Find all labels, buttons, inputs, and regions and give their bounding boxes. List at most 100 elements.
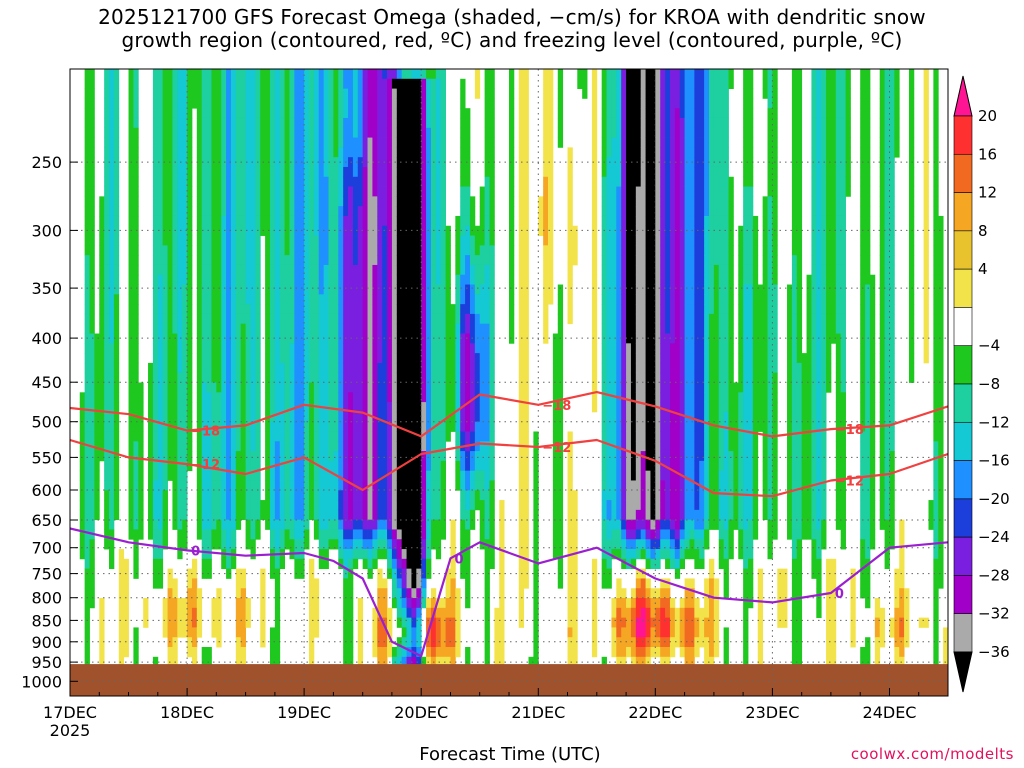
omega-cell <box>377 255 383 266</box>
omega-cell <box>138 451 144 462</box>
omega-cell <box>396 441 403 452</box>
omega-cell <box>372 78 378 89</box>
omega-cell <box>113 460 120 472</box>
omega-cell <box>479 470 486 481</box>
omega-cell <box>533 509 539 521</box>
omega-cell <box>196 313 203 325</box>
omega-cell <box>401 627 407 638</box>
omega-cell <box>284 206 290 217</box>
omega-cell <box>411 451 417 462</box>
omega-cell <box>440 264 446 276</box>
omega-cell <box>367 196 373 207</box>
omega-cell <box>626 617 632 628</box>
omega-cell <box>113 421 120 432</box>
omega-cell <box>201 255 207 266</box>
omega-cell <box>148 480 154 491</box>
omega-cell <box>284 264 290 276</box>
omega-cell <box>396 255 403 266</box>
omega-cell <box>182 627 188 638</box>
omega-cell <box>157 470 164 481</box>
omega-cell <box>440 647 446 658</box>
omega-cell <box>469 480 476 491</box>
omega-cell <box>426 294 432 305</box>
omega-cell <box>230 176 237 187</box>
omega-cell <box>406 509 412 521</box>
omega-cell <box>382 235 388 246</box>
omega-cell <box>294 166 300 178</box>
omega-cell <box>299 519 305 530</box>
omega-cell <box>240 255 246 266</box>
omega-cell <box>411 480 417 491</box>
omega-cell <box>362 411 368 423</box>
omega-cell <box>226 274 232 285</box>
omega-cell <box>387 431 393 442</box>
omega-cell <box>357 509 364 521</box>
omega-cell <box>104 343 110 354</box>
omega-cell <box>616 294 622 305</box>
omega-cell <box>382 343 388 354</box>
omega-cell <box>499 617 505 628</box>
omega-cell <box>84 362 90 374</box>
omega-cell <box>362 558 368 570</box>
omega-cell <box>611 539 617 550</box>
omega-cell <box>416 549 422 560</box>
omega-cell <box>152 88 159 99</box>
omega-cell <box>352 294 359 305</box>
omega-cell <box>240 157 246 168</box>
omega-cell <box>606 313 612 325</box>
omega-cell <box>172 617 178 628</box>
omega-cell <box>509 313 515 325</box>
omega-cell <box>157 225 164 236</box>
omega-cell <box>113 470 120 481</box>
omega-cell <box>352 490 359 501</box>
omega-cell <box>435 402 442 413</box>
omega-cell <box>416 294 422 305</box>
omega-cell <box>523 539 529 550</box>
omega-cell <box>435 549 442 560</box>
omega-cell <box>99 617 105 628</box>
omega-cell <box>411 186 417 197</box>
omega-cell <box>211 617 217 628</box>
omega-cell <box>416 441 422 452</box>
omega-cell <box>421 382 427 393</box>
omega-cell <box>465 313 471 325</box>
omega-cell <box>167 98 173 109</box>
omega-cell <box>196 490 203 501</box>
omega-cell <box>187 313 193 325</box>
omega-cell <box>343 117 349 129</box>
omega-cell <box>357 176 364 187</box>
omega-cell <box>182 362 188 374</box>
omega-cell <box>104 304 110 315</box>
omega-cell <box>255 186 261 197</box>
omega-cell <box>187 186 193 197</box>
omega-cell <box>235 88 242 99</box>
omega-cell <box>591 362 598 374</box>
omega-cell <box>201 490 207 501</box>
omega-cell <box>352 166 359 178</box>
omega-cell <box>245 402 251 413</box>
omega-cell <box>245 225 251 236</box>
omega-cell <box>216 519 222 530</box>
omega-cell <box>182 284 188 295</box>
omega-cell <box>401 392 407 403</box>
omega-cell <box>279 284 286 295</box>
omega-cell <box>318 264 325 276</box>
omega-cell <box>172 382 178 393</box>
omega-cell <box>621 451 627 462</box>
omega-cell <box>304 245 310 256</box>
omega-cell <box>465 578 471 589</box>
omega-cell <box>630 274 637 285</box>
omega-cell <box>206 353 212 364</box>
omega-cell <box>489 245 495 256</box>
omega-cell <box>333 490 339 501</box>
omega-cell <box>269 117 276 129</box>
omega-cell <box>469 411 476 423</box>
omega-cell <box>523 235 529 246</box>
omega-cell <box>421 529 427 540</box>
omega-cell <box>406 490 412 501</box>
omega-cell <box>387 147 393 158</box>
omega-cell <box>250 411 256 423</box>
omega-cell <box>196 225 203 236</box>
omega-cell <box>357 382 364 393</box>
omega-cell <box>460 411 466 423</box>
